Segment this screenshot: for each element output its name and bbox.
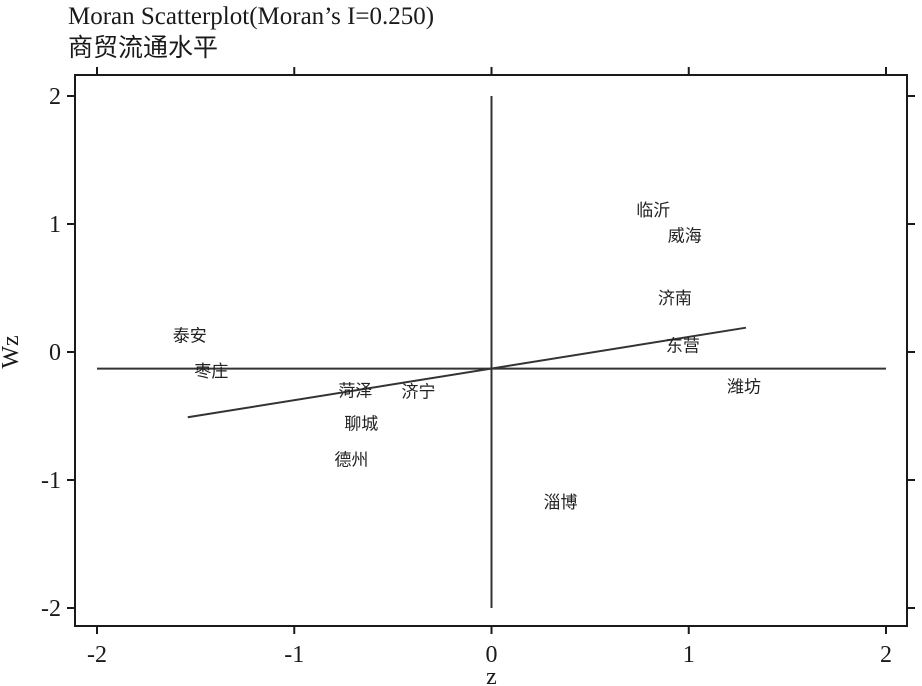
y-tick-label: 0 — [49, 340, 61, 366]
point-label: 聊城 — [344, 415, 378, 435]
point-label: 临沂 — [636, 201, 670, 221]
point-label: 菏泽 — [338, 381, 372, 401]
chart-subtitle: 商贸流通水平 — [68, 33, 219, 62]
x-tick-label: -1 — [284, 642, 304, 668]
fit-line-group — [187, 326, 747, 419]
reference-lines — [97, 96, 886, 608]
point-label: 潍坊 — [727, 378, 761, 398]
x-axis-title: z — [486, 664, 497, 686]
y-axis-title: Wz — [0, 335, 24, 368]
axis-tick-labels: -2 -1 0 1 2 -2 -1 0 1 2 — [41, 84, 892, 668]
point-label: 淄博 — [544, 493, 578, 513]
y-tick-label: 2 — [49, 84, 61, 110]
axis-ticks — [67, 67, 915, 634]
y-tick-label: 1 — [49, 212, 61, 238]
point-label: 东营 — [666, 337, 700, 357]
point-label: 威海 — [668, 227, 702, 247]
point-label: 济宁 — [402, 383, 436, 403]
point-label: 枣庄 — [194, 362, 228, 382]
point-label: 济南 — [658, 289, 692, 309]
y-tick-label: -1 — [41, 468, 61, 494]
y-tick-label: -2 — [41, 596, 61, 622]
point-label: 德州 — [334, 451, 368, 471]
point-label: 泰安 — [173, 326, 207, 346]
x-tick-label: 2 — [880, 642, 892, 668]
x-tick-label: 0 — [486, 642, 498, 668]
x-tick-label: 1 — [683, 642, 695, 668]
x-tick-label: -2 — [87, 642, 107, 668]
chart-title: Moran Scatterplot(Moran’s I=0.250) — [68, 3, 435, 30]
fit-line — [187, 326, 747, 419]
